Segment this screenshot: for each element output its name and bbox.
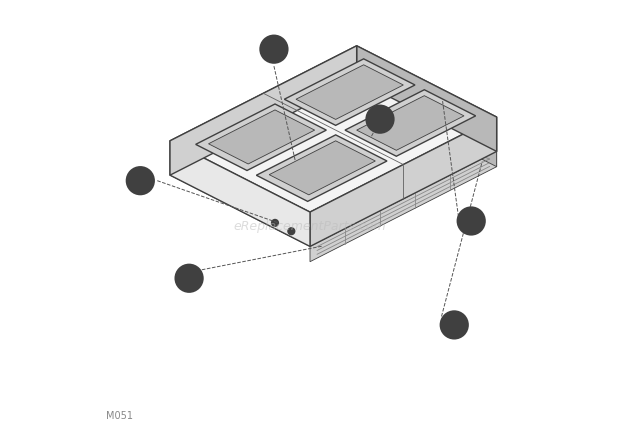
- Circle shape: [288, 228, 294, 235]
- Polygon shape: [269, 141, 375, 196]
- Text: F: F: [268, 43, 279, 58]
- Polygon shape: [356, 47, 497, 152]
- Polygon shape: [208, 111, 315, 164]
- Text: G: G: [374, 112, 386, 127]
- Circle shape: [366, 106, 394, 133]
- Circle shape: [272, 220, 278, 227]
- Polygon shape: [170, 81, 497, 247]
- Polygon shape: [345, 90, 476, 157]
- Circle shape: [458, 208, 485, 235]
- Text: M051: M051: [107, 410, 133, 420]
- Text: H1: H1: [130, 174, 151, 188]
- Circle shape: [260, 37, 288, 63]
- Text: E: E: [466, 214, 476, 229]
- Circle shape: [126, 168, 154, 195]
- Polygon shape: [196, 105, 326, 171]
- Polygon shape: [256, 135, 387, 202]
- Polygon shape: [310, 152, 497, 262]
- Polygon shape: [170, 141, 310, 247]
- Polygon shape: [296, 66, 404, 120]
- Polygon shape: [356, 81, 497, 167]
- Circle shape: [175, 265, 203, 292]
- Polygon shape: [310, 118, 497, 247]
- Polygon shape: [170, 47, 356, 176]
- Polygon shape: [285, 60, 415, 126]
- Text: H2: H2: [179, 272, 200, 285]
- Polygon shape: [356, 96, 464, 151]
- Text: U: U: [448, 318, 461, 333]
- Polygon shape: [170, 47, 497, 213]
- Text: eReplacementParts.com: eReplacementParts.com: [234, 219, 386, 232]
- Circle shape: [441, 311, 468, 339]
